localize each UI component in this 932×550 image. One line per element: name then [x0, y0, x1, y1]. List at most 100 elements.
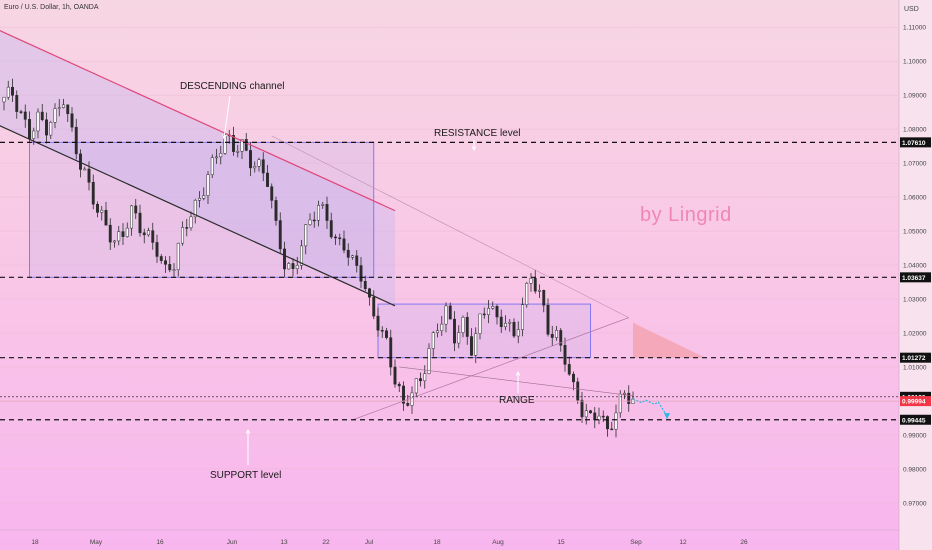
level-tag-0.99445: 0.99445 [902, 417, 926, 424]
candle-body [181, 227, 184, 244]
brand-watermark: by Lingrid [640, 204, 732, 226]
support-arrow-head [245, 428, 251, 434]
candle-body [627, 392, 631, 404]
candle-body [393, 366, 397, 385]
level-tag-1.03637: 1.03637 [902, 275, 926, 282]
candle-body [589, 410, 592, 414]
candle-body [189, 216, 193, 229]
candle-body [465, 316, 469, 337]
candle-body [283, 248, 286, 270]
candle-body [168, 264, 172, 271]
candle-body [257, 159, 261, 167]
channel-lower-line [0, 125, 396, 307]
time-tick-5: 22 [322, 539, 330, 546]
candle-body [321, 204, 325, 206]
candle-body [130, 205, 133, 229]
projection-arrowhead [664, 413, 670, 420]
candle-body [142, 232, 146, 236]
candle-body [15, 95, 19, 112]
candle-body [385, 330, 388, 338]
trendlines [0, 30, 634, 421]
candle-body [83, 168, 87, 171]
candle-body [563, 345, 567, 365]
candle-body [193, 200, 197, 218]
candle-body [546, 304, 550, 335]
candle-body [593, 412, 597, 421]
candle-body [606, 416, 609, 430]
price-tick-14: 0.97000 [903, 500, 927, 507]
price-tick-12: 0.99000 [903, 432, 927, 439]
candle-body [28, 119, 31, 139]
candle-body [512, 321, 516, 337]
candle-body [49, 122, 53, 136]
candle-body [440, 323, 444, 331]
candle-body [198, 198, 201, 201]
candle-body [261, 159, 265, 174]
candle-body [482, 313, 486, 316]
candle-body [159, 256, 163, 261]
candle-body [62, 104, 65, 108]
candle-body [372, 296, 376, 317]
level-tag-1.07610: 1.07610 [902, 140, 926, 147]
resistance-level-label: RESISTANCE level [434, 128, 521, 139]
candle-body [240, 139, 244, 152]
candle-body [474, 333, 478, 356]
support-level-label: SUPPORT level [210, 470, 282, 481]
candle-body [597, 415, 601, 421]
candle-body [431, 332, 435, 349]
candle-body [206, 174, 210, 196]
range-boxes [29, 141, 591, 359]
price-tick-5: 1.06000 [903, 195, 927, 202]
candle-body [291, 263, 295, 269]
range-rising-line [352, 317, 629, 421]
candle-body [185, 227, 189, 229]
candle-body [19, 111, 23, 113]
candle-body [355, 255, 359, 266]
time-tick-4: 13 [280, 539, 288, 546]
candle-body [104, 209, 108, 226]
price-axis[interactable]: 1.11000 1.10000 1.09000 1.08000 1.07000 1.060… [898, 0, 932, 550]
candle-body [210, 157, 214, 175]
candle-body [74, 126, 78, 155]
candle-body [559, 330, 563, 346]
price-tick-8: 1.03000 [903, 296, 927, 303]
symbol-title: Euro / U.S. Dollar, 1h, OANDA [4, 4, 99, 11]
candle-body [342, 238, 346, 251]
candle-body [125, 227, 129, 237]
candle-body [470, 336, 473, 356]
candle-body [32, 130, 36, 139]
level-tag-1.01272: 1.01272 [902, 355, 926, 362]
channel-fill [0, 30, 706, 358]
candle-body [504, 322, 507, 327]
candle-body [376, 315, 380, 331]
candle-body [249, 150, 252, 169]
candle-body [287, 263, 291, 270]
candle-body [36, 111, 40, 132]
candle-body [117, 231, 121, 242]
long-trend-line [271, 135, 629, 318]
candle-body [295, 265, 299, 269]
candle-body [516, 329, 520, 337]
candle-body [533, 278, 537, 292]
candle-body [100, 209, 104, 213]
level-tag-bg-1.01272 [900, 352, 931, 363]
price-tick-2: 1.09000 [903, 93, 927, 100]
candle-body [172, 269, 176, 271]
current-price-tag: 0.99994 [902, 399, 926, 406]
candle-body [453, 318, 456, 344]
minor-down-line [399, 366, 634, 397]
candle-body [410, 392, 414, 406]
level-tag-bg-0.99445 [900, 414, 931, 425]
candle-body [308, 219, 312, 225]
candle-body [555, 330, 558, 338]
channel-upper-line [0, 30, 396, 212]
candle-body [266, 172, 269, 187]
candle-body [584, 410, 588, 418]
time-tick-1: May [90, 539, 103, 546]
candle-body [623, 392, 626, 395]
time-axis[interactable]: 18 May 16 Jun 13 22 Jul 18 Aug 15 Sep 12 26 [0, 529, 899, 546]
candle-body [499, 316, 503, 327]
time-tick-3: Jun [227, 539, 238, 546]
